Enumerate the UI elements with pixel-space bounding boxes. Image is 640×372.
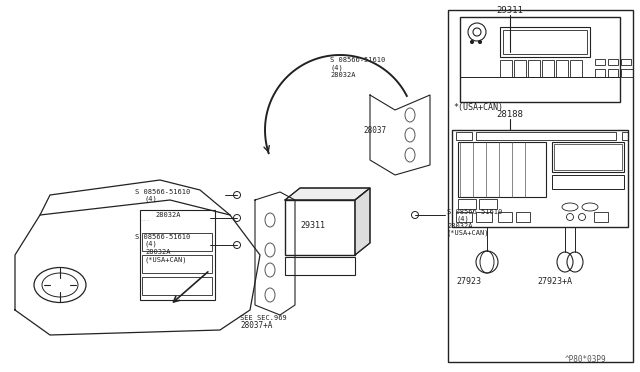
Bar xyxy=(570,60,582,77)
Bar xyxy=(608,69,618,77)
Text: 27923: 27923 xyxy=(456,278,481,286)
Text: 27923+A: 27923+A xyxy=(538,278,573,286)
Bar xyxy=(503,30,587,54)
Bar xyxy=(552,142,624,172)
Bar xyxy=(556,60,568,77)
Bar xyxy=(542,60,554,77)
Bar xyxy=(476,212,492,222)
Text: 28037: 28037 xyxy=(363,125,386,135)
Bar xyxy=(595,69,605,77)
Bar xyxy=(500,27,590,57)
Text: (4): (4) xyxy=(145,241,157,247)
Text: (*USA+CAN): (*USA+CAN) xyxy=(145,257,188,263)
Bar xyxy=(516,212,530,222)
Bar xyxy=(142,233,212,251)
Bar xyxy=(142,277,212,295)
Bar xyxy=(622,132,628,140)
Text: ^P80*03P9: ^P80*03P9 xyxy=(565,356,607,365)
Text: S 08566-51610: S 08566-51610 xyxy=(135,189,190,195)
Text: S 08566-51610: S 08566-51610 xyxy=(135,234,190,240)
Bar xyxy=(498,212,512,222)
Text: S 08566-51610: S 08566-51610 xyxy=(330,57,385,63)
Bar xyxy=(552,175,624,189)
Polygon shape xyxy=(285,188,370,200)
Text: 28032A: 28032A xyxy=(330,72,355,78)
Text: S 08566-51610: S 08566-51610 xyxy=(447,209,502,215)
Bar xyxy=(458,199,476,209)
Bar xyxy=(528,60,540,77)
Bar xyxy=(452,130,628,227)
Text: 29311: 29311 xyxy=(300,221,325,230)
Bar xyxy=(140,210,215,300)
Bar xyxy=(448,10,633,362)
Text: (4): (4) xyxy=(145,196,157,202)
Text: 28037+A: 28037+A xyxy=(240,321,273,330)
Bar xyxy=(456,132,472,140)
Text: 28032A: 28032A xyxy=(155,212,180,218)
Bar xyxy=(285,200,355,255)
Bar xyxy=(458,142,546,197)
Bar xyxy=(595,59,605,65)
Polygon shape xyxy=(355,188,370,255)
Bar xyxy=(514,60,526,77)
Text: 28188: 28188 xyxy=(497,109,524,119)
Text: 28032A: 28032A xyxy=(145,249,170,255)
Bar xyxy=(285,257,355,275)
Text: 28032A: 28032A xyxy=(447,223,472,229)
Bar xyxy=(621,59,631,65)
Bar xyxy=(621,69,633,77)
Text: 29311: 29311 xyxy=(497,6,524,15)
Text: ---: --- xyxy=(140,218,150,224)
Text: *(USA+CAN): *(USA+CAN) xyxy=(453,103,503,112)
Bar xyxy=(460,17,620,102)
Text: (*USA+CAN): (*USA+CAN) xyxy=(447,230,490,236)
Text: SEE SEC.969: SEE SEC.969 xyxy=(240,315,287,321)
Ellipse shape xyxy=(479,41,481,44)
Bar xyxy=(479,199,497,209)
Text: (4): (4) xyxy=(330,65,343,71)
Bar xyxy=(476,132,616,140)
Bar xyxy=(500,60,512,77)
Text: (4): (4) xyxy=(457,216,470,222)
Bar xyxy=(142,255,212,273)
Bar xyxy=(608,59,618,65)
Ellipse shape xyxy=(470,41,474,44)
Bar xyxy=(456,212,472,222)
Bar xyxy=(594,212,608,222)
Bar xyxy=(554,144,622,170)
